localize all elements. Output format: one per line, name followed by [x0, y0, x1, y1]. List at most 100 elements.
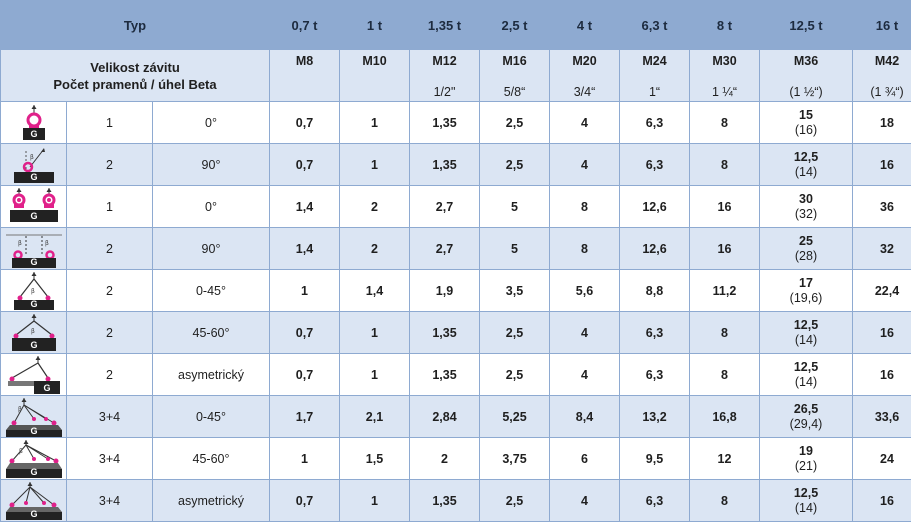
capacity-cell: 4: [549, 353, 620, 396]
capacity-value: 12,5: [793, 359, 819, 374]
capacity-cell-dual: 12,5 (14): [759, 353, 853, 396]
svg-text:β: β: [18, 240, 22, 247]
angle-cell: 45-60°: [152, 437, 270, 480]
svg-text:β: β: [19, 448, 23, 455]
svg-text:G: G: [30, 299, 37, 309]
capacity-header-cell: 12,5 t: [759, 0, 853, 50]
capacity-cell: 5,25: [479, 395, 550, 438]
legs-count-cell: 2: [66, 353, 153, 396]
capacity-value: 26,5: [793, 401, 819, 416]
capacity-cell: 6,3: [619, 311, 690, 354]
capacity-cell: 8: [689, 479, 760, 522]
capacity-cell: 1: [339, 101, 410, 144]
capacity-cell: 16: [689, 185, 760, 228]
capacity-value: 17: [799, 275, 813, 290]
capacity-cell: 1: [339, 143, 410, 186]
capacity-cell: 1,35: [409, 101, 480, 144]
thread-header-cell: M16 5/8“: [479, 49, 550, 102]
capacity-cell: 2,1: [339, 395, 410, 438]
capacity-cell: 16: [852, 353, 911, 396]
thread-header-cell: M24 1“: [619, 49, 690, 102]
svg-text:β: β: [18, 406, 22, 413]
thread-metric: M12: [432, 54, 457, 68]
capacity-cell: 8,8: [619, 269, 690, 312]
angle-cell: 0-45°: [152, 269, 270, 312]
capacity-value: 12,5: [793, 149, 819, 164]
svg-text:β: β: [31, 328, 35, 335]
capacity-cell: 16: [689, 227, 760, 270]
thread-header-cell: M20 3/4“: [549, 49, 620, 102]
thread-inch: 1/2": [433, 85, 456, 99]
sling-type-cell: G: [0, 185, 67, 228]
capacity-cell: 2,84: [409, 395, 480, 438]
legs-count-cell: 3+4: [66, 437, 153, 480]
table-row: β G 3+4 45-60° 1 1,5 2 3,75 6 9,5 12 19 (21) 24: [0, 437, 911, 480]
capacity-cell: 8,4: [549, 395, 620, 438]
capacity-cell: 0,7: [269, 101, 340, 144]
capacity-alt-value: (14): [794, 374, 818, 389]
capacity-header-cell: 0,7 t: [269, 0, 340, 50]
capacity-cell: 24: [852, 437, 911, 480]
four-leg-sling-asymmetric-icon: G: [1, 481, 66, 521]
table-row: β G 2 0-45° 1 1,4 1,9 3,5 5,6 8,8 11,2 17 (19,6) 22,4: [0, 269, 911, 312]
thread-metric: M16: [502, 54, 527, 68]
capacity-cell: 9,5: [619, 437, 690, 480]
legs-count-cell: 1: [66, 101, 153, 144]
capacity-cell: 1,9: [409, 269, 480, 312]
capacity-cell: 32: [852, 227, 911, 270]
capacity-value: 12,5: [793, 485, 819, 500]
capacity-cell: 8: [689, 311, 760, 354]
capacity-cell: 36: [852, 185, 911, 228]
angle-cell: 90°: [152, 227, 270, 270]
legs-count-cell: 2: [66, 311, 153, 354]
thread-header-cell: M8: [269, 49, 340, 102]
capacity-cell-dual: 15 (16): [759, 101, 853, 144]
svg-text:G: G: [30, 426, 37, 436]
capacity-cell: 1,4: [339, 269, 410, 312]
capacity-alt-value: (14): [794, 332, 818, 347]
capacity-cell: 16: [852, 311, 911, 354]
capacity-cell: 6,3: [619, 101, 690, 144]
capacity-cell: 3,5: [479, 269, 550, 312]
capacity-cell: 1,35: [409, 479, 480, 522]
thread-metric: M8: [295, 54, 314, 68]
capacity-cell: 13,2: [619, 395, 690, 438]
svg-text:G: G: [30, 467, 37, 477]
thread-metric: M42: [874, 54, 900, 68]
type-header: Typ: [0, 0, 270, 50]
capacity-alt-value: (16): [794, 122, 818, 137]
legs-count-cell: 1: [66, 185, 153, 228]
legs-count-cell: 2: [66, 143, 153, 186]
single-eyebolt-vertical-icon: G: [1, 103, 66, 143]
thread-metric: M36: [793, 54, 819, 68]
capacity-cell: 6,3: [619, 353, 690, 396]
svg-text:G: G: [30, 129, 37, 139]
capacity-cell: 4: [549, 101, 620, 144]
angle-cell: 45-60°: [152, 311, 270, 354]
capacity-alt-value: (29,4): [789, 416, 823, 431]
capacity-header-cell: 8 t: [689, 0, 760, 50]
capacity-cell: 1: [339, 353, 410, 396]
angle-cell: asymetrický: [152, 353, 270, 396]
capacity-cell: 0,7: [269, 311, 340, 354]
capacity-header-cell: 16 t: [852, 0, 911, 50]
angle-cell: asymetrický: [152, 479, 270, 522]
thread-inch: 3/4“: [573, 85, 596, 99]
capacity-cell: 6,3: [619, 143, 690, 186]
thread-inch: 1“: [648, 85, 661, 99]
capacity-cell: 1,35: [409, 311, 480, 354]
capacity-header-cell: 2,5 t: [479, 0, 550, 50]
angle-cell: 0°: [152, 185, 270, 228]
capacity-cell: 8: [549, 185, 620, 228]
capacity-cell: 2,5: [479, 143, 550, 186]
capacity-cell: 0,7: [269, 479, 340, 522]
capacity-cell: 8: [689, 101, 760, 144]
row-description-header: Velikost závitu Počet pramenů / úhel Bet…: [0, 49, 270, 102]
thread-header-row: Velikost závitu Počet pramenů / úhel Bet…: [0, 49, 911, 102]
capacity-cell: 1,35: [409, 143, 480, 186]
capacity-cell: 16,8: [689, 395, 760, 438]
